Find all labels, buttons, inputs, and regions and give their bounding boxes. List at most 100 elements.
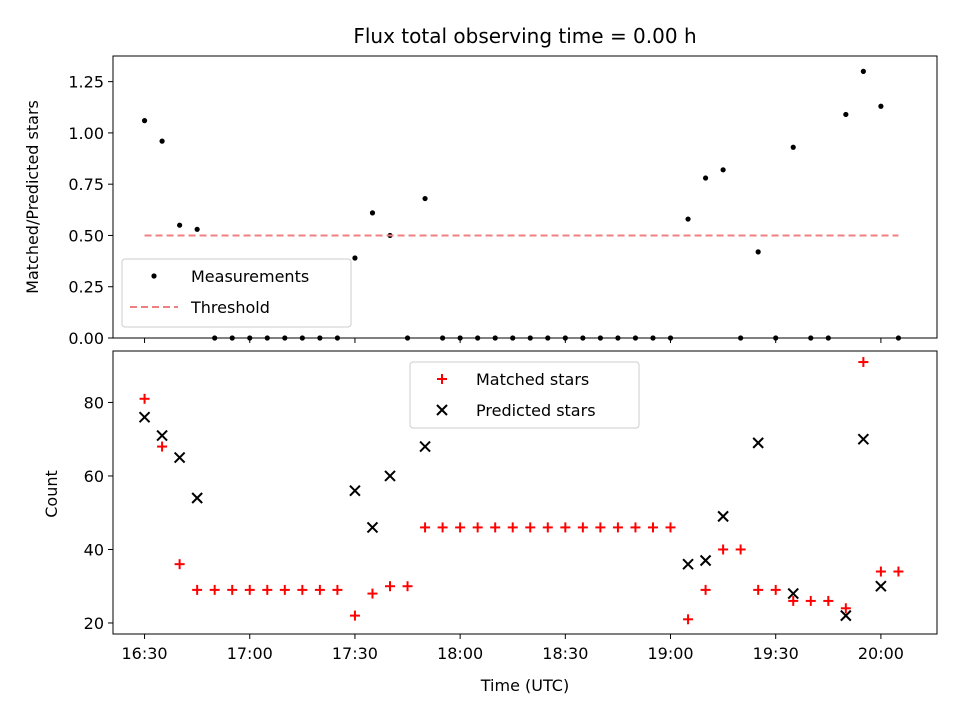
data-point: [367, 588, 378, 599]
data-point: [507, 522, 518, 533]
data-point: [369, 210, 376, 216]
data-point: [177, 222, 183, 228]
x-tick-label: 19:30: [753, 644, 799, 663]
data-point: [138, 411, 151, 423]
data-point: [192, 584, 203, 595]
legend-swatch: [436, 404, 448, 416]
y-tick-label: 0.75: [68, 175, 104, 194]
data-point: [843, 111, 849, 118]
legend-box: [121, 258, 352, 328]
x-tick-label: 17:30: [332, 644, 378, 663]
data-point: [419, 440, 431, 453]
data-point: [790, 144, 796, 150]
x-tick-label: 20:00: [858, 644, 904, 663]
data-point: [455, 522, 466, 533]
bottom-panel: 20 40 60 80 16:30 17:00 17:30 18:00 18:30 19:00 19…: [42, 350, 938, 695]
data-point: [227, 584, 238, 595]
data-point: [510, 335, 516, 341]
data-point: [755, 249, 761, 255]
data-point: [685, 216, 691, 222]
legend-swatch: [437, 374, 447, 384]
y-tick-label: 40: [84, 540, 104, 559]
x-stroke-b: [366, 521, 379, 534]
data-point: [752, 437, 764, 449]
data-point: [770, 584, 781, 595]
data-point: [492, 335, 498, 341]
x-stroke-b: [787, 587, 799, 600]
x-stroke-b: [840, 609, 852, 622]
data-point: [840, 603, 851, 614]
data-point: [808, 335, 814, 341]
data-point: [612, 522, 623, 533]
data-point: [209, 584, 220, 595]
data-point: [683, 614, 694, 625]
data-point: [314, 584, 325, 595]
data-point: [173, 451, 186, 464]
y-tick-label: 1.25: [68, 73, 104, 92]
data-point: [279, 584, 290, 595]
data-point: [475, 335, 481, 341]
bottom-y-axis-label: Count: [42, 470, 61, 518]
data-point: [893, 566, 904, 577]
data-point: [773, 335, 779, 341]
data-point: [420, 522, 431, 533]
data-point: [597, 335, 603, 341]
data-point: [700, 584, 711, 595]
x-stroke-b: [138, 411, 151, 423]
top-panel: Flux total observing time = 0.00 h 0.000…: [23, 24, 938, 348]
data-point: [650, 335, 656, 341]
data-point: [878, 103, 884, 109]
data-point: [332, 584, 343, 595]
data-point: [875, 580, 887, 592]
data-point: [262, 584, 273, 595]
x-tick-label: 18:00: [437, 644, 483, 663]
data-point: [440, 335, 446, 341]
data-point: [858, 357, 869, 368]
data-point: [717, 510, 729, 523]
x-stroke-b: [191, 492, 203, 504]
data-point: [665, 522, 676, 533]
x-axis-label: Time (UTC): [480, 676, 569, 695]
x-stroke-b: [419, 440, 431, 453]
data-point: [194, 226, 200, 232]
data-point: [191, 492, 203, 504]
data-point: [860, 68, 866, 74]
data-point: [472, 522, 483, 533]
data-point: [366, 521, 379, 534]
data-point: [895, 335, 902, 341]
data-point: [560, 522, 571, 533]
data-point: [595, 522, 606, 533]
legend-swatch: [151, 273, 157, 279]
plot-frame: [112, 350, 938, 635]
data-point: [718, 544, 729, 555]
top-y-axis-label: Matched/Predicted stars: [23, 100, 42, 294]
legend-entry-label: Matched stars: [476, 370, 589, 389]
data-point: [352, 255, 358, 261]
data-point: [404, 335, 411, 341]
legend-entry-label: Threshold: [190, 298, 270, 317]
data-point: [825, 335, 831, 341]
data-point: [299, 335, 305, 341]
data-point: [282, 335, 288, 341]
legend: Matched stars Predicted stars: [409, 361, 640, 429]
data-point: [545, 335, 551, 341]
x-stroke-b: [436, 404, 448, 416]
x-tick-label: 16:30: [122, 644, 168, 663]
bottom-plot-area: 20 40 60 80 16:30 17:00 17:30 18:00 18:30 19:00 19…: [84, 350, 938, 663]
data-point: [457, 335, 463, 341]
data-point: [788, 595, 799, 606]
data-point: [580, 335, 586, 341]
data-point: [244, 584, 255, 595]
x-stroke-b: [717, 510, 729, 523]
data-point: [840, 609, 852, 622]
data-point: [349, 484, 361, 497]
data-point: [139, 393, 150, 404]
data-point: [720, 167, 726, 173]
legend-box: [409, 361, 640, 429]
plot-frame: [112, 55, 938, 339]
legend-entry-label: Predicted stars: [476, 401, 596, 420]
data-point: [702, 175, 709, 181]
data-point: [805, 595, 816, 606]
